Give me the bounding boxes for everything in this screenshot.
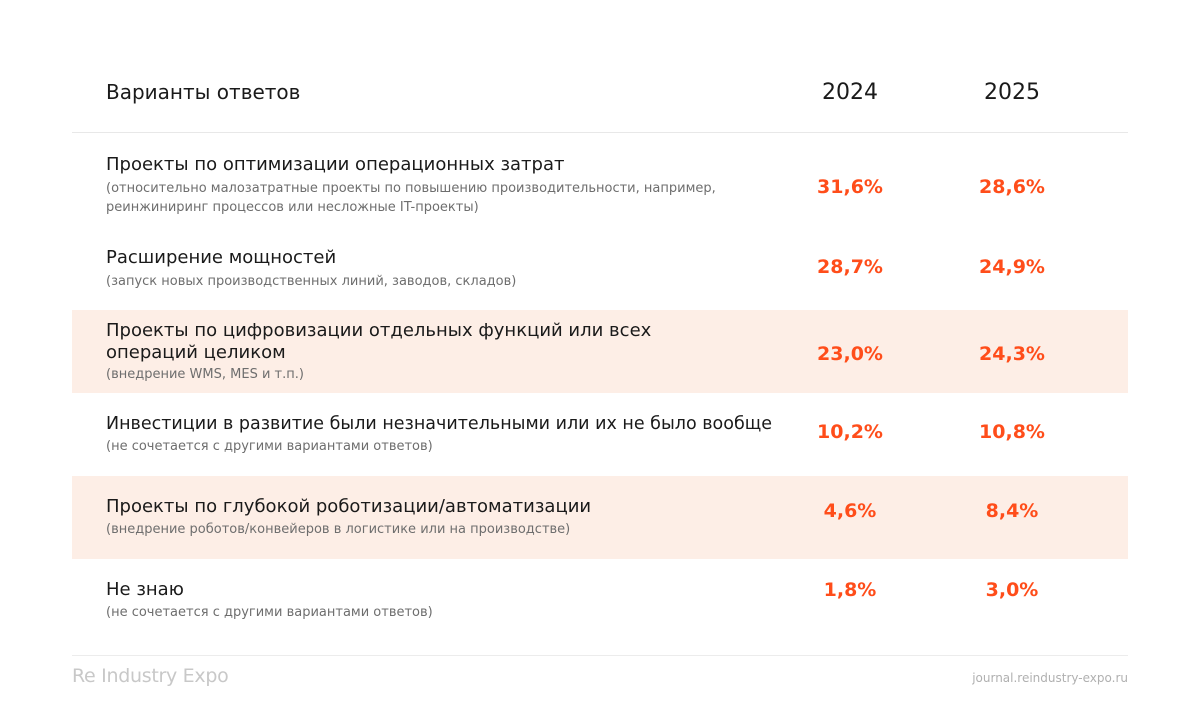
column-header-2025: 2025 (984, 80, 1040, 105)
row-title: Проекты по оптимизации операционных затр… (106, 154, 565, 175)
value-2024: 1,8% (823, 579, 877, 601)
brand-logo: Re Industry Expo (72, 665, 229, 687)
table-row: Проекты по глубокой роботизации/автомати… (72, 476, 1128, 559)
value-2025: 3,0% (985, 579, 1039, 601)
value-2025: 10,8% (979, 421, 1045, 443)
value-2024: 23,0% (817, 343, 883, 365)
row-note: (относительно малозатратные проекты по п… (106, 181, 716, 215)
footer-divider (72, 655, 1128, 656)
value-2025: 24,3% (979, 343, 1045, 365)
site-link[interactable]: journal.reindustry-expo.ru (972, 671, 1128, 685)
row-title: Инвестиции в развитие были незначительны… (106, 414, 772, 434)
table-row: Проекты по цифровизации отдельных функци… (72, 310, 1128, 393)
row-note: (не сочетается с другими вариантами отве… (106, 605, 433, 620)
table-row: Инвестиции в развитие были незначительны… (72, 393, 1128, 476)
value-2025: 24,9% (979, 256, 1045, 278)
row-title: Проекты по цифровизации отдельных функци… (106, 320, 652, 363)
row-title: Расширение мощностей (106, 247, 337, 268)
value-2024: 10,2% (817, 421, 883, 443)
value-2025: 28,6% (979, 176, 1045, 198)
row-note: (внедрение роботов/конвейеров в логистик… (106, 522, 571, 537)
table-row: Не знаю (не сочетается с другими вариант… (72, 559, 1128, 655)
row-title: Не знаю (106, 579, 184, 600)
row-note: (не сочетается с другими вариантами отве… (106, 439, 433, 454)
value-2024: 4,6% (823, 500, 877, 522)
row-title: Проекты по глубокой роботизации/автомати… (106, 496, 592, 517)
column-header-2024: 2024 (822, 80, 878, 105)
column-header-options: Варианты ответов (106, 80, 301, 104)
value-2025: 8,4% (985, 500, 1039, 522)
row-note: (внедрение WMS, MES и т.п.) (106, 367, 304, 382)
table-row: Расширение мощностей (запуск новых произ… (72, 227, 1128, 310)
table-header: Варианты ответов 2024 2025 (72, 0, 1128, 133)
value-2024: 31,6% (817, 176, 883, 198)
row-note: (запуск новых производственных линий, за… (106, 274, 517, 289)
table-row: Проекты по оптимизации операционных затр… (72, 133, 1128, 227)
value-2024: 28,7% (817, 256, 883, 278)
